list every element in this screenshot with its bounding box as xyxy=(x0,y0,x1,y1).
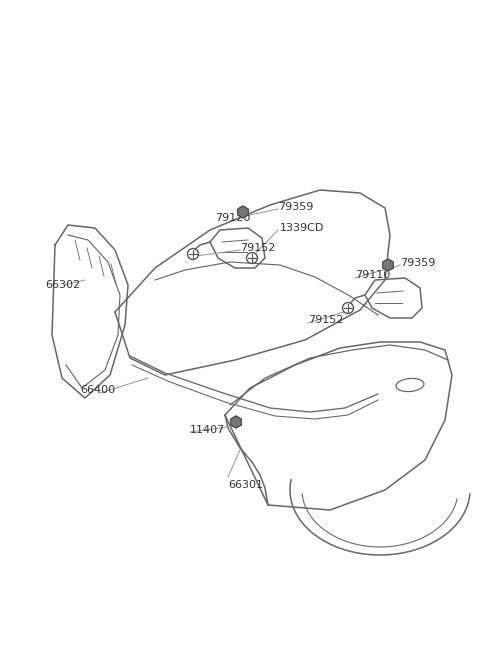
Polygon shape xyxy=(383,259,393,271)
Polygon shape xyxy=(231,416,241,428)
Text: 11407: 11407 xyxy=(190,425,225,435)
Text: 79359: 79359 xyxy=(400,258,435,268)
Text: 79359: 79359 xyxy=(278,202,313,212)
Text: 1339CD: 1339CD xyxy=(280,223,324,233)
Circle shape xyxy=(343,303,353,314)
Text: 66302: 66302 xyxy=(45,280,80,290)
Circle shape xyxy=(188,248,199,259)
Text: 79120: 79120 xyxy=(215,213,251,223)
Text: 79152: 79152 xyxy=(308,315,343,325)
Polygon shape xyxy=(238,206,248,218)
Circle shape xyxy=(247,252,257,263)
Text: 66301: 66301 xyxy=(228,480,263,490)
Text: 66400: 66400 xyxy=(80,385,115,395)
Text: 79110: 79110 xyxy=(355,270,390,280)
Text: 79152: 79152 xyxy=(240,243,276,253)
